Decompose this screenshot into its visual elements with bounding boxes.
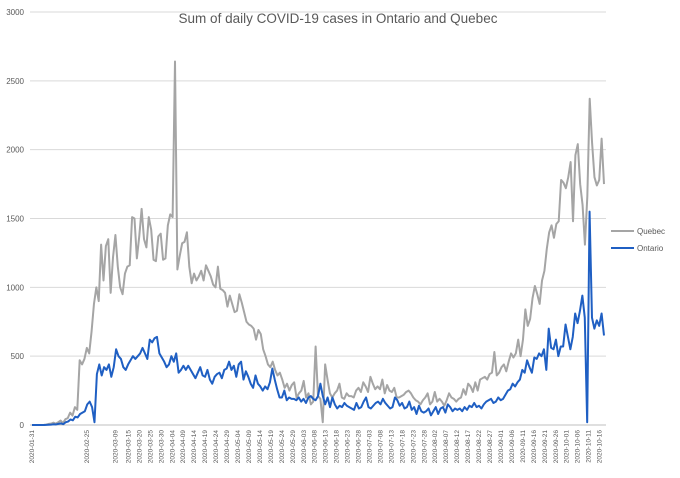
- x-tick-label: 2020-07-08: [377, 430, 384, 464]
- x-tick-label: 2020-03-20: [136, 430, 143, 464]
- chart-title: Sum of daily COVID-19 cases in Ontario a…: [179, 11, 498, 26]
- x-tick-label: 2020-06-08: [312, 430, 319, 464]
- x-tick-label: 2020-07-13: [388, 430, 395, 464]
- x-tick-label: 2020-04-29: [224, 430, 231, 464]
- y-tick-label: 0: [20, 421, 25, 430]
- x-tick-label: 2020-01-31: [29, 430, 36, 464]
- x-tick-label: 2020-03-09: [112, 430, 119, 464]
- x-tick-label: 2020-05-04: [235, 430, 242, 464]
- x-tick-label: 2020-07-23: [410, 430, 417, 464]
- x-tick-label: 2020-06-13: [323, 430, 330, 464]
- x-tick-label: 2020-04-14: [191, 430, 198, 464]
- x-tick-label: 2020-07-28: [421, 430, 428, 464]
- series-line-ontario: [32, 210, 605, 426]
- x-tick-label: 2020-06-03: [301, 430, 308, 464]
- x-tick-label: 2020-06-23: [345, 430, 352, 464]
- x-tick-label: 2020-03-25: [147, 430, 154, 464]
- x-tick-label: 2020-05-29: [290, 430, 297, 464]
- x-tick-label: 2020-04-24: [213, 430, 220, 464]
- y-tick-label: 1000: [6, 283, 24, 292]
- y-axis-tick-labels: 0 500 1000 1500 2000 2500 3000: [6, 8, 24, 430]
- y-tick-label: 2500: [6, 77, 24, 86]
- x-tick-label: 2020-08-07: [443, 430, 450, 464]
- x-tick-label: 2020-02-25: [84, 430, 91, 464]
- x-tick-label: 2020-04-04: [169, 430, 176, 464]
- x-tick-label: 2020-08-02: [432, 430, 439, 464]
- x-tick-label: 2020-08-12: [454, 430, 461, 464]
- x-tick-label: 2020-10-11: [586, 430, 593, 463]
- x-tick-label: 2020-06-28: [356, 430, 363, 464]
- x-tick-label: 2020-08-22: [476, 430, 483, 464]
- x-tick-label: 2020-05-24: [279, 430, 286, 464]
- legend-label-ontario: Ontario: [637, 244, 664, 253]
- x-tick-label: 2020-10-06: [575, 430, 582, 464]
- x-tick-label: 2020-05-14: [257, 430, 264, 464]
- x-tick-label: 2020-08-27: [487, 430, 494, 464]
- x-tick-label: 2020-09-01: [498, 430, 505, 464]
- x-tick-label: 2020-07-18: [399, 430, 406, 464]
- x-tick-label: 2020-10-16: [597, 430, 604, 464]
- x-tick-label: 2020-08-17: [465, 430, 472, 464]
- gridlines: [30, 11, 606, 357]
- x-tick-label: 2020-09-16: [531, 430, 538, 464]
- x-tick-label: 2020-06-18: [334, 430, 341, 464]
- x-tick-label: 2020-09-26: [553, 430, 560, 464]
- x-tick-label: 2020-05-19: [268, 430, 275, 464]
- x-tick-label: 2020-04-19: [202, 430, 209, 464]
- x-tick-label: 2020-07-03: [367, 430, 374, 464]
- x-tick-label: 2020-03-15: [125, 430, 132, 464]
- legend: Quebec Ontario: [611, 227, 665, 253]
- x-tick-label: 2020-03-30: [158, 430, 165, 464]
- series-lines: [32, 60, 605, 426]
- x-tick-label: 2020-09-21: [542, 430, 549, 464]
- y-tick-label: 2000: [6, 146, 24, 155]
- x-tick-label: 2020-09-11: [520, 430, 527, 463]
- x-tick-label: 2020-05-09: [246, 430, 253, 464]
- y-tick-label: 500: [11, 352, 25, 361]
- x-tick-label: 2020-04-09: [180, 430, 187, 464]
- x-axis-tick-labels: 2020-01-31 2020-02-25 2020-03-09 2020-03-15…: [29, 430, 604, 464]
- x-tick-label: 2020-09-06: [509, 430, 516, 464]
- y-tick-label: 3000: [6, 8, 24, 17]
- legend-label-quebec: Quebec: [637, 227, 665, 236]
- y-tick-label: 1500: [6, 215, 24, 224]
- x-tick-label: 2020-10-01: [564, 430, 571, 464]
